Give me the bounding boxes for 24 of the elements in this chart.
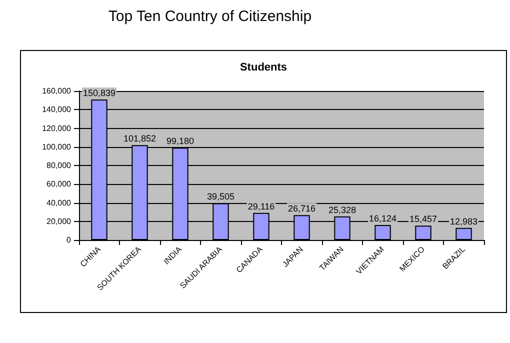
y-tick-label: 160,000: [42, 86, 72, 96]
y-tick-label: 20,000: [46, 216, 72, 226]
bar: [456, 228, 472, 240]
data-label: 25,328: [328, 204, 356, 215]
y-tick-label: 120,000: [42, 124, 72, 133]
chart-title: Top Ten Country of Citizenship: [107, 8, 313, 25]
data-label: 26,716: [288, 204, 316, 214]
y-tick-label: 100,000: [42, 142, 72, 152]
y-tick-label: 0: [66, 236, 72, 244]
data-label: 29,116: [248, 201, 275, 212]
data-label: 39,505: [206, 192, 235, 202]
y-tick-label: 60,000: [46, 180, 72, 189]
data-label: 15,457: [409, 214, 438, 224]
y-tick-label: 140,000: [42, 105, 72, 114]
chart-subtitle: Students: [240, 62, 288, 74]
data-label: 150,839: [82, 88, 116, 98]
data-label: 101,852: [123, 134, 156, 144]
y-tick-label: 40,000: [46, 198, 72, 208]
data-label: 99,180: [166, 136, 194, 146]
bar: [374, 224, 391, 240]
y-tick-label: 80,000: [46, 161, 72, 170]
data-label: 12,983: [450, 216, 478, 226]
bar: [415, 226, 432, 240]
data-label: 16,124: [368, 213, 397, 224]
